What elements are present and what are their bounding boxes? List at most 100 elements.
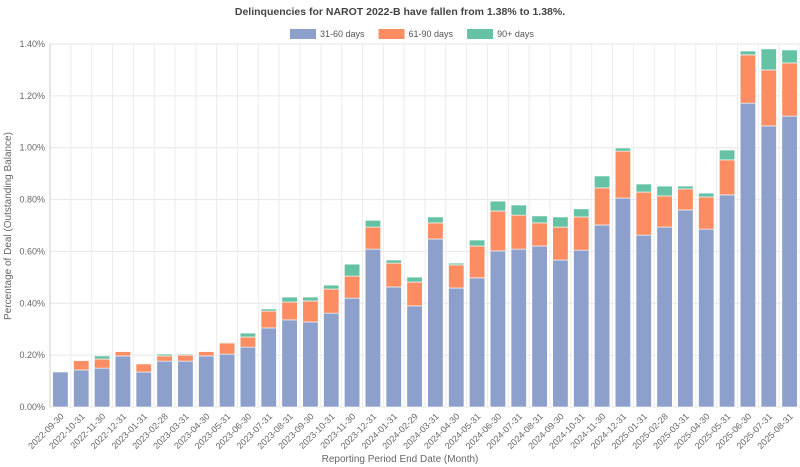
bar-90-days-2025-08-31 xyxy=(781,49,798,64)
bar-31-60-days-2023-07-31 xyxy=(260,327,277,408)
bar-61-90-days-2022-12-31 xyxy=(114,351,131,357)
legend: 31-60 days 61-90 days 90+ days xyxy=(290,29,534,39)
bar-31-60-days-2025-06-30 xyxy=(739,102,756,408)
bar-61-90-days-2022-10-31 xyxy=(73,360,90,371)
bar-61-90-days-2024-10-31 xyxy=(573,216,590,251)
bar-31-60-days-2024-11-30 xyxy=(594,224,611,408)
bar-61-90-days-2025-07-31 xyxy=(760,69,777,127)
bar-61-90-days-2023-11-30 xyxy=(344,275,361,299)
bar-31-60-days-2023-10-31 xyxy=(323,312,340,408)
bar-90-days-2024-11-30 xyxy=(594,175,611,189)
bar-90-days-2025-01-31 xyxy=(635,183,652,193)
bar-31-60-days-2023-06-30 xyxy=(239,346,256,408)
bar-61-90-days-2024-12-31 xyxy=(614,150,631,199)
bar-31-60-days-2023-05-31 xyxy=(219,353,236,408)
bar-61-90-days-2023-07-31 xyxy=(260,310,277,329)
bar-31-60-days-2022-10-31 xyxy=(73,369,90,408)
bar-61-90-days-2024-11-30 xyxy=(594,187,611,226)
y-tick-label: 1.00% xyxy=(19,143,45,153)
bar-90-days-2023-09-30 xyxy=(302,296,319,302)
legend-swatch-1 xyxy=(378,29,405,39)
x-axis-label: Reporting Period End Date (Month) xyxy=(322,454,479,465)
bar-61-90-days-2023-08-31 xyxy=(281,301,298,321)
bar-90-days-2025-04-30 xyxy=(698,192,715,198)
bar-31-60-days-2023-04-30 xyxy=(198,355,215,408)
bar-90-days-2024-09-30 xyxy=(552,216,569,228)
bar-90-days-2024-12-31 xyxy=(614,147,631,152)
bar-31-60-days-2022-11-30 xyxy=(94,367,111,408)
legend-swatch-0 xyxy=(290,29,316,39)
bar-31-60-days-2025-07-31 xyxy=(760,125,777,408)
bar-31-60-days-2023-09-30 xyxy=(302,321,319,408)
bar-31-60-days-2025-03-31 xyxy=(677,209,694,408)
y-axis: 0.00% 0.20% 0.40% 0.60% 0.80% 1.00% 1.20% 1.40% xyxy=(19,39,45,412)
bar-31-60-days-2022-09-30 xyxy=(52,371,69,408)
bar-90-days-2023-10-31 xyxy=(323,284,340,290)
y-tick-label: 1.20% xyxy=(19,91,45,101)
bar-90-days-2025-07-31 xyxy=(760,48,777,71)
bar-61-90-days-2023-09-30 xyxy=(302,300,319,323)
bars xyxy=(52,48,798,408)
bar-31-60-days-2024-02-29 xyxy=(406,305,423,408)
bar-90-days-2023-08-31 xyxy=(281,296,298,303)
bar-31-60-days-2023-12-31 xyxy=(364,248,381,408)
legend-label: 90+ days xyxy=(497,29,534,39)
bar-31-60-days-2024-10-31 xyxy=(573,249,590,408)
bar-61-90-days-2023-04-30 xyxy=(198,351,215,357)
bar-90-days-2023-04-30 xyxy=(198,350,215,352)
bar-90-days-2022-11-30 xyxy=(94,355,111,360)
bar-61-90-days-2024-06-30 xyxy=(489,210,506,252)
bar-61-90-days-2025-04-30 xyxy=(698,196,715,230)
y-tick-label: 1.40% xyxy=(19,39,45,49)
bar-61-90-days-2025-06-30 xyxy=(739,54,756,104)
bar-90-days-2024-05-31 xyxy=(469,239,486,247)
bar-61-90-days-2023-06-30 xyxy=(239,336,256,348)
bar-90-days-2024-10-31 xyxy=(573,208,590,218)
bar-31-60-days-2024-09-30 xyxy=(552,259,569,408)
bar-90-days-2023-06-30 xyxy=(239,332,256,338)
x-axis: 2022-09-302022-10-312022-11-302022-12-31… xyxy=(26,411,795,451)
bar-90-days-2024-02-29 xyxy=(406,276,423,283)
bar-61-90-days-2025-05-31 xyxy=(719,159,736,196)
bar-61-90-days-2023-10-31 xyxy=(323,288,340,314)
y-tick-label: 0.60% xyxy=(19,246,45,256)
bar-61-90-days-2024-03-31 xyxy=(427,222,444,240)
bar-90-days-2025-02-28 xyxy=(656,185,673,197)
bar-90-days-2025-05-31 xyxy=(719,149,736,161)
bar-31-60-days-2024-01-31 xyxy=(385,286,402,408)
y-axis-label: Percentage of Deal (Outstanding Balance) xyxy=(3,132,14,320)
bar-31-60-days-2023-03-31 xyxy=(177,360,194,408)
bar-90-days-2023-02-28 xyxy=(156,353,173,357)
bar-90-days-2024-01-31 xyxy=(385,259,402,264)
bar-61-90-days-2024-08-31 xyxy=(531,222,548,247)
bar-31-60-days-2024-07-31 xyxy=(510,248,527,408)
bar-90-days-2023-05-31 xyxy=(219,341,236,344)
bar-31-60-days-2024-04-30 xyxy=(448,287,465,408)
bar-61-90-days-2024-02-29 xyxy=(406,281,423,307)
grid xyxy=(49,43,800,408)
bar-61-90-days-2025-08-31 xyxy=(781,62,798,117)
bar-31-60-days-2024-03-31 xyxy=(427,238,444,408)
bar-31-60-days-2025-01-31 xyxy=(635,234,652,408)
bar-31-60-days-2023-02-28 xyxy=(156,360,173,408)
bar-61-90-days-2023-12-31 xyxy=(364,226,381,250)
y-tick-label: 0.40% xyxy=(19,298,45,308)
bar-31-60-days-2023-08-31 xyxy=(281,319,298,408)
bar-31-60-days-2023-01-31 xyxy=(135,371,152,408)
bar-90-days-2024-03-31 xyxy=(427,216,444,224)
bar-61-90-days-2023-05-31 xyxy=(219,342,236,355)
bar-31-60-days-2025-08-31 xyxy=(781,115,798,408)
bar-90-days-2022-12-31 xyxy=(114,350,131,352)
y-tick-label: 0.00% xyxy=(19,402,45,412)
y-tick-label: 0.80% xyxy=(19,195,45,205)
bar-31-60-days-2022-12-31 xyxy=(114,355,131,408)
y-tick-label: 0.20% xyxy=(19,350,45,360)
bar-90-days-2024-08-31 xyxy=(531,215,548,224)
bar-90-days-2024-06-30 xyxy=(489,200,506,212)
legend-label: 61-90 days xyxy=(409,29,454,39)
bar-61-90-days-2024-04-30 xyxy=(448,264,465,289)
bar-90-days-2024-04-30 xyxy=(448,262,465,266)
bar-90-days-2023-03-31 xyxy=(177,353,194,356)
